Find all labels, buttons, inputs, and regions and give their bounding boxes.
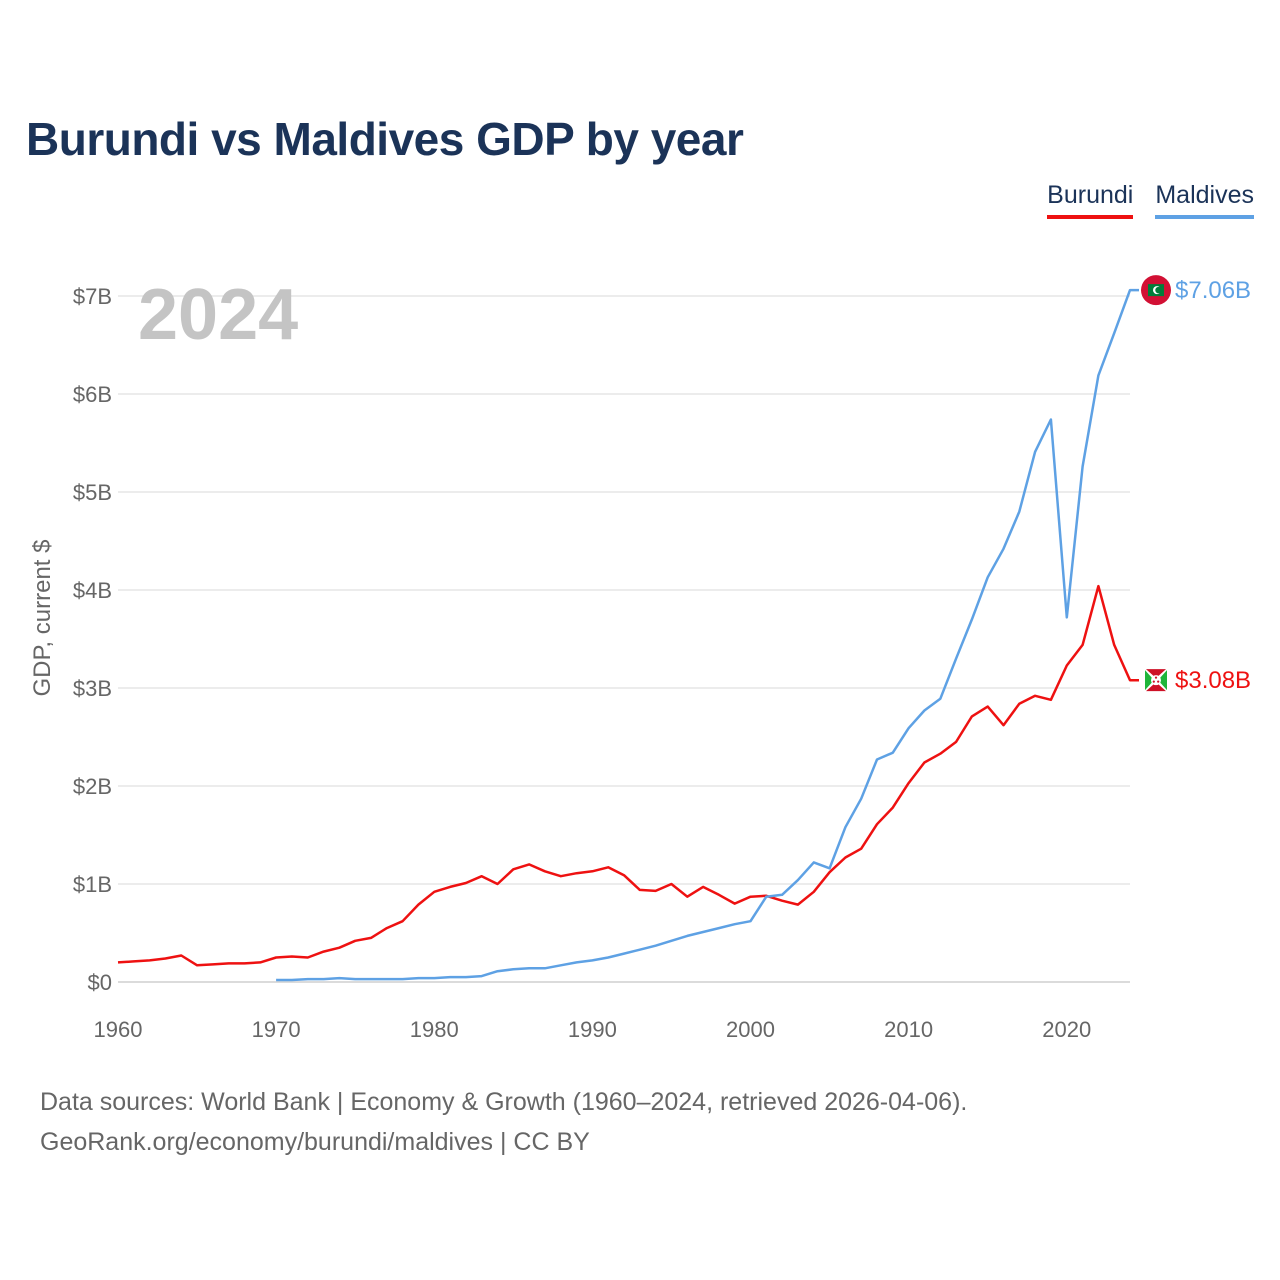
y-tick-label: $0 (88, 970, 112, 995)
end-value-label-maldives: $7.06B (1175, 277, 1251, 304)
chart-title: Burundi vs Maldives GDP by year (26, 113, 744, 165)
source-line-1: Data sources: World Bank | Economy & Gro… (40, 1088, 968, 1116)
y-axis-title: GDP, current $ (29, 540, 56, 697)
y-tick-label: $5B (73, 480, 112, 505)
maldives-flag-icon (1141, 275, 1171, 306)
y-tick-label: $3B (73, 676, 112, 701)
y-tick-label: $2B (73, 774, 112, 799)
x-tick-label: 1990 (568, 1017, 617, 1042)
x-tick-label: 2020 (1042, 1017, 1091, 1042)
legend-item-maldives[interactable]: Maldives (1155, 180, 1254, 219)
burundi-flag-icon (1141, 665, 1171, 696)
series-line-maldives[interactable] (276, 288, 1139, 982)
gdp-line-chart: $0 $1B $2B $3B $4B $5B $6B $7B 1960 1970 1980 1990 2… (29, 275, 1251, 1042)
x-tick-label: 2000 (726, 1017, 775, 1042)
series-line-burundi[interactable] (117, 584, 1139, 967)
x-tick-label: 1980 (410, 1017, 459, 1042)
x-tick-label: 1970 (252, 1017, 301, 1042)
y-tick-label: $4B (73, 578, 112, 603)
end-value-label-burundi: $3.08B (1175, 667, 1251, 694)
y-tick-label: $6B (73, 382, 112, 407)
x-tick-label: 2010 (884, 1017, 933, 1042)
source-line-2: GeoRank.org/economy/burundi/maldives | C… (40, 1128, 590, 1156)
x-tick-label: 1960 (94, 1017, 143, 1042)
legend: Burundi Maldives (1047, 180, 1254, 219)
legend-item-burundi[interactable]: Burundi (1047, 180, 1134, 219)
data-source-note: Data sources: World Bank | Economy & Gro… (40, 1082, 967, 1162)
year-watermark: 2024 (138, 275, 298, 355)
y-tick-label: $7B (73, 284, 112, 309)
y-tick-label: $1B (73, 872, 112, 897)
